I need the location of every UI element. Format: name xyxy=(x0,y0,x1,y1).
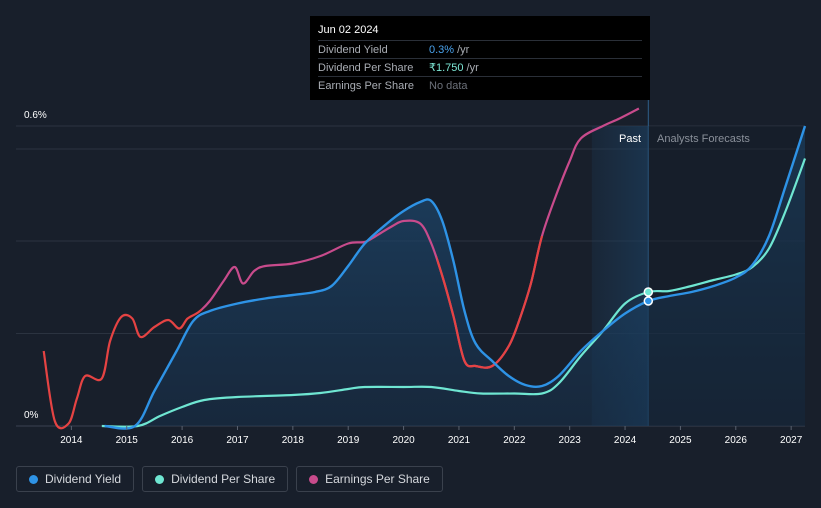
x-tick-label: 2019 xyxy=(337,435,360,446)
eps-line-dip xyxy=(436,236,544,369)
eps-line-early xyxy=(42,308,202,430)
x-tick-label: 2024 xyxy=(614,435,637,446)
series-lines xyxy=(42,107,807,430)
x-tick-label: 2023 xyxy=(559,435,582,446)
tooltip-unit: /yr xyxy=(457,43,470,56)
y-tick-label-bottom: 0% xyxy=(24,410,39,421)
legend-label: Dividend Yield xyxy=(45,472,122,486)
tooltip-value: No data xyxy=(429,79,468,92)
x-tick-label: 2022 xyxy=(503,435,526,446)
tooltip-date: Jun 02 2024 xyxy=(318,24,379,36)
past-label: Past xyxy=(619,133,641,145)
x-tick-label: 2027 xyxy=(780,435,803,446)
x-tick-label: 2016 xyxy=(171,435,194,446)
legend-label: Dividend Per Share xyxy=(171,472,276,486)
area-fills xyxy=(104,126,806,429)
x-tick-label: 2021 xyxy=(448,435,471,446)
legend-item-dividend-yield[interactable]: Dividend Yield xyxy=(16,466,135,492)
x-tick-label: 2020 xyxy=(392,435,415,446)
dividend-per-share-line xyxy=(101,158,807,428)
tooltip-row-earnings-per-share: Earnings Per Share No data xyxy=(318,76,642,94)
dividend-yield-marker xyxy=(643,296,654,306)
dividend-yield-line xyxy=(104,125,807,430)
x-axis: 2014 2015 2016 2017 2018 2019 2020 2021 2022 2023… xyxy=(60,426,803,446)
dividend-per-share-marker xyxy=(643,287,654,297)
tooltip-label: Dividend Yield xyxy=(318,43,388,56)
current-markers xyxy=(643,287,654,306)
x-tick-label: 2018 xyxy=(282,435,305,446)
x-tick-label: 2026 xyxy=(725,435,748,446)
legend-dot-icon xyxy=(29,474,38,484)
y-tick-label-top: 0.6% xyxy=(24,110,47,121)
chart-legend: Dividend Yield Dividend Per Share Earnin… xyxy=(16,466,443,492)
hover-tooltip: Jun 02 2024 Dividend Yield 0.3% /yr Divi… xyxy=(310,16,650,100)
tooltip-label: Earnings Per Share xyxy=(318,79,414,92)
x-tick-label: 2014 xyxy=(60,435,83,446)
tooltip-unit: /yr xyxy=(466,61,479,74)
x-tick-label: 2015 xyxy=(116,435,139,446)
legend-label: Earnings Per Share xyxy=(325,472,430,486)
legend-item-dividend-per-share[interactable]: Dividend Per Share xyxy=(142,466,289,492)
forecast-label: Analysts Forecasts xyxy=(657,133,750,145)
tooltip-row-dividend-yield: Dividend Yield 0.3% /yr xyxy=(318,40,642,58)
legend-dot-icon xyxy=(155,474,165,484)
x-tick-label: 2017 xyxy=(226,435,249,446)
tooltip-value: 0.3% xyxy=(429,43,455,56)
tooltip-value: ₹1.750 xyxy=(429,62,464,74)
x-tick-label: 2025 xyxy=(669,435,692,446)
legend-dot-icon xyxy=(309,474,319,484)
tooltip-label: Dividend Per Share xyxy=(318,61,414,74)
tooltip-row-dividend-per-share: Dividend Per Share ₹1.750 /yr xyxy=(318,58,642,76)
legend-item-earnings-per-share[interactable]: Earnings Per Share xyxy=(296,466,443,492)
dividend-yield-area xyxy=(104,126,806,429)
